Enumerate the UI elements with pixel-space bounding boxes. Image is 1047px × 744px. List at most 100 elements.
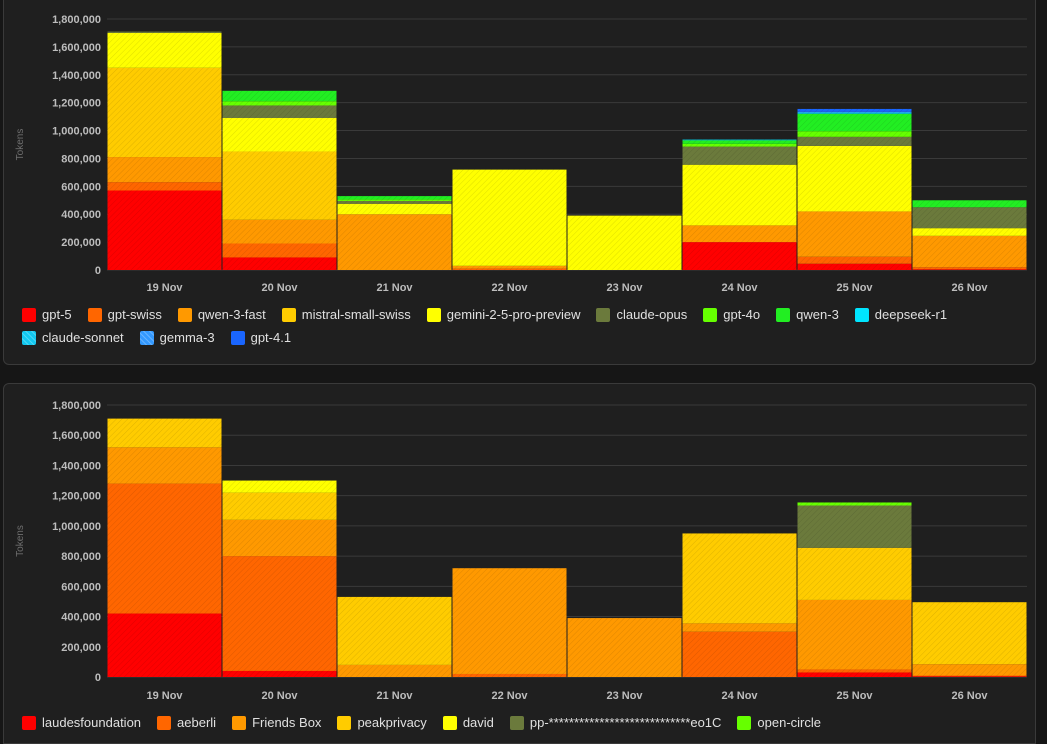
bar-segment-gpt-swiss[interactable] [222, 243, 337, 258]
bar-segment-gemini-2-5-pro-preview[interactable] [912, 228, 1027, 236]
bar-segment-peakprivacy[interactable] [222, 492, 337, 520]
bar-segment-aeberli[interactable] [912, 675, 1027, 677]
bar-segment-mistral-small-swiss[interactable] [107, 67, 222, 158]
bar-segment-gemini-2-5-pro-preview[interactable] [567, 215, 682, 270]
bar-segment-aeberli[interactable] [222, 556, 337, 671]
bar-segment-friends-box[interactable] [567, 618, 682, 677]
bar-segment-gemini-2-5-pro-preview[interactable] [452, 169, 567, 266]
bar-segment-friends-box[interactable] [682, 623, 797, 632]
x-tick-label: 22 Nov [491, 690, 528, 702]
bar-segment-peakprivacy[interactable] [912, 602, 1027, 665]
legend-item-gpt-swiss[interactable]: gpt-swiss [87, 307, 162, 322]
bar-segment-qwen-3-fast[interactable] [107, 157, 222, 183]
bar-segment-claude-opus[interactable] [797, 136, 912, 146]
legend-item-peakprivacy[interactable]: peakprivacy [337, 715, 427, 730]
bar-segment-gemini-2-5-pro-preview[interactable] [682, 164, 797, 226]
bar-segment-peakprivacy[interactable] [682, 533, 797, 624]
x-tick-label: 20 Nov [261, 282, 298, 294]
bar-segment-gpt-5[interactable] [912, 269, 1027, 270]
bar-segment-qwen-3[interactable] [337, 196, 452, 200]
bar-segment-laudesfoundation[interactable] [222, 670, 337, 677]
bar-segment-claude-opus[interactable] [682, 146, 797, 165]
bar-segment-qwen-3[interactable] [797, 113, 912, 132]
bar-segment-qwen-3-fast[interactable] [452, 265, 567, 269]
bar-segment-gpt-swiss[interactable] [912, 267, 1027, 270]
legend-item-gpt-4-1[interactable]: gpt-4.1 [230, 330, 291, 345]
legend-item-claude-sonnet[interactable]: claude-sonnet [22, 330, 124, 345]
bar-segment-laudesfoundation[interactable] [107, 613, 222, 677]
legend-item-gemma-3[interactable]: gemma-3 [139, 330, 215, 345]
bar-segment-gpt-5[interactable] [222, 257, 337, 270]
bar-segment-claude-sonnet[interactable] [797, 112, 912, 114]
bar-segment-gpt-5[interactable] [107, 190, 222, 270]
y-tick-label: 1,400,000 [52, 460, 101, 472]
bar-segment-peakprivacy[interactable] [797, 547, 912, 600]
bar-segment-qwen-3[interactable] [912, 200, 1027, 208]
bar-segment-gpt-swiss[interactable] [452, 268, 567, 270]
bar-segment-gpt-5[interactable] [797, 263, 912, 270]
legend-item-friends-box[interactable]: Friends Box [232, 715, 321, 730]
bar-segment-qwen-3-fast[interactable] [337, 214, 452, 270]
bar-segment-claude-opus[interactable] [107, 31, 222, 33]
bar-segment-claude-opus[interactable] [337, 200, 452, 204]
bar-segment-gemini-2-5-pro-preview[interactable] [222, 118, 337, 152]
bar-segment-gpt-4o[interactable] [797, 131, 912, 137]
bar-segment-aeberli[interactable] [107, 483, 222, 614]
bar-segment-friends-box[interactable] [452, 568, 567, 674]
legend-item-open-circle[interactable]: open-circle [737, 715, 821, 730]
bar-segment-gpt-4o[interactable] [682, 143, 797, 147]
bar-segment-qwen-3-fast[interactable] [912, 235, 1027, 268]
bar-segment-open-circle[interactable] [797, 502, 912, 506]
bar-segment-gemini-2-5-pro-preview[interactable] [337, 203, 452, 215]
legend-item-david[interactable]: david [442, 715, 494, 730]
bar-segment-gpt-swiss[interactable] [107, 182, 222, 191]
bar-segment-peakprivacy[interactable] [337, 596, 452, 665]
bar-segment-claude-opus[interactable] [222, 105, 337, 119]
bar-segment-aeberli[interactable] [452, 673, 567, 677]
bar-segment-qwen-3-fast[interactable] [682, 225, 797, 243]
bar-segment-david[interactable] [222, 480, 337, 493]
bar-segment-gemma-3[interactable] [797, 111, 912, 113]
bar-segment-friends-box[interactable] [912, 664, 1027, 676]
legend-item-aeberli[interactable]: aeberli [157, 715, 216, 730]
bar-segment-gemini-2-5-pro-preview[interactable] [107, 32, 222, 68]
bar-segment-claude-opus[interactable] [912, 207, 1027, 229]
bar-segment-qwen-3[interactable] [682, 140, 797, 144]
bar-segment-gpt-4o[interactable] [337, 199, 452, 201]
bar-segment-qwen-3-fast[interactable] [797, 211, 912, 257]
bar-segment-gpt-4o[interactable] [222, 101, 337, 106]
chart-models: 0 200,000 400,000 600,000 800,000 1,000,000 1,… [15, 14, 1027, 294]
bar-segment-gpt-5[interactable] [682, 242, 797, 270]
bar-segment-qwen-3-fast[interactable] [222, 219, 337, 244]
bar-segment-aeberli[interactable] [797, 669, 912, 673]
bar-segment-gpt-4-1[interactable] [797, 108, 912, 112]
legend-item-mistral-small-swiss[interactable]: mistral-small-swiss [281, 307, 411, 322]
bar-segment-laudesfoundation[interactable] [797, 672, 912, 677]
legend-swatch [737, 715, 752, 730]
legend-item-pp-eo1c[interactable]: pp-****************************eo1C [509, 715, 721, 730]
legend-item-claude-opus[interactable]: claude-opus [596, 307, 687, 322]
bar-segment-laudesfoundation[interactable] [912, 676, 1027, 677]
legend-item-gpt-5[interactable]: gpt-5 [22, 307, 72, 322]
y-tick-label: 1,600,000 [52, 42, 101, 54]
bar-segment-qwen-3[interactable] [222, 90, 337, 102]
legend-item-gemini-2-5-pro-preview[interactable]: gemini-2-5-pro-preview [426, 307, 580, 322]
legend-item-qwen-3-fast[interactable]: qwen-3-fast [177, 307, 266, 322]
bar-segment-friends-box[interactable] [337, 664, 452, 677]
legend-item-laudesfoundation[interactable]: laudesfoundation [22, 715, 141, 730]
legend-item-gpt-4o[interactable]: gpt-4o [703, 307, 760, 322]
bar-segment-pp-eo1c[interactable] [797, 505, 912, 548]
legend-label: gpt-4o [723, 307, 761, 322]
legend-item-qwen-3[interactable]: qwen-3 [776, 307, 839, 322]
bar-segment-gemini-2-5-pro-preview[interactable] [797, 145, 912, 212]
bar-segment-gpt-swiss[interactable] [797, 256, 912, 264]
bar-segment-peakprivacy[interactable] [107, 418, 222, 448]
bar-segment-deepseek-r1[interactable] [797, 113, 912, 114]
bar-segment-friends-box[interactable] [107, 447, 222, 484]
bar-segment-aeberli[interactable] [682, 631, 797, 677]
bar-segment-friends-box[interactable] [797, 599, 912, 670]
bar-segment-friends-box[interactable] [222, 519, 337, 557]
bar-segment-deepseek-r1[interactable] [682, 139, 797, 141]
bar-segment-mistral-small-swiss[interactable] [222, 151, 337, 220]
legend-item-deepseek-r1[interactable]: deepseek-r1 [854, 307, 947, 322]
